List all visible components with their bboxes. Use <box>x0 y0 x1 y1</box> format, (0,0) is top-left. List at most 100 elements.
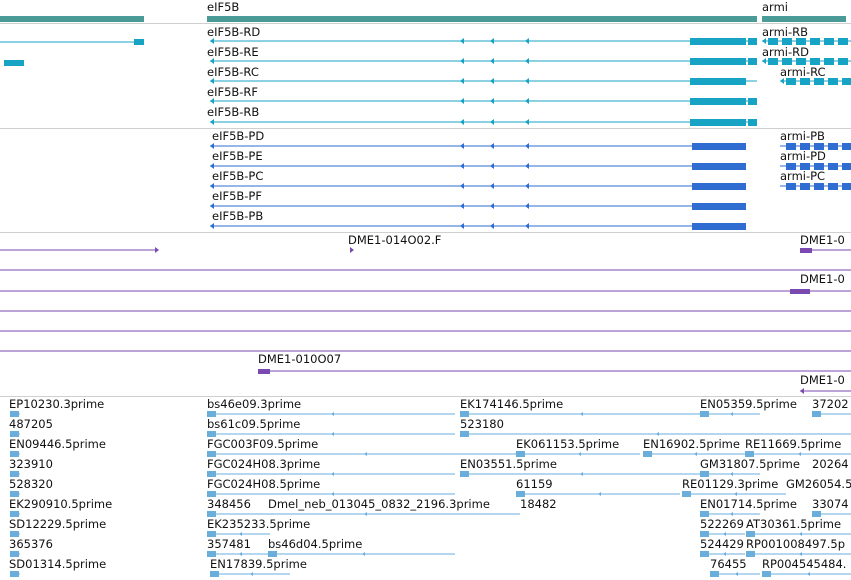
cdna-block[interactable] <box>207 411 216 417</box>
transcript-exon[interactable] <box>690 58 746 65</box>
protein-strand-arrow[interactable] <box>210 183 214 189</box>
cdna-label[interactable]: 37202 <box>812 397 849 411</box>
cdna-block[interactable] <box>10 531 19 537</box>
cdna-label[interactable]: EK235233.5prime <box>207 517 311 531</box>
armi-protein-block[interactable] <box>842 163 851 170</box>
cdna-block[interactable] <box>268 551 277 557</box>
cdna-label[interactable]: EN17839.5prime <box>210 557 307 571</box>
cdna-label[interactable]: FGC024H08.3prime <box>207 457 321 471</box>
cdna-block[interactable] <box>700 511 709 517</box>
armi-transcript-exon[interactable] <box>824 38 834 45</box>
armi-transcript-exon[interactable] <box>814 78 824 85</box>
armi-transcript-exon[interactable] <box>838 38 848 45</box>
cdna-arrow[interactable] <box>239 552 242 556</box>
armi-transcript-exon[interactable] <box>838 58 848 65</box>
transcript-strand-arrow[interactable] <box>525 58 529 64</box>
cdna-label[interactable]: 523180 <box>460 417 504 431</box>
cdna-block[interactable] <box>460 411 469 417</box>
cdna-label[interactable]: 323910 <box>9 457 53 471</box>
transcript-strand-arrow[interactable] <box>490 78 494 84</box>
cdna-arrow[interactable] <box>250 572 253 576</box>
cdna-block[interactable] <box>210 571 219 577</box>
est-block[interactable] <box>790 289 810 294</box>
cdna-arrow[interactable] <box>364 512 367 516</box>
armi-protein-block[interactable] <box>786 163 796 170</box>
gene-label-armi[interactable]: armi <box>762 0 788 14</box>
est-arrow[interactable] <box>350 247 354 253</box>
transcript-strand-arrow[interactable] <box>525 98 529 104</box>
cdna-arrow[interactable] <box>578 452 581 456</box>
cdna-arrow[interactable] <box>723 532 726 536</box>
armi-protein-block[interactable] <box>828 143 838 150</box>
cdna-block[interactable] <box>207 431 216 437</box>
transcript-strand-arrow[interactable] <box>210 78 214 84</box>
cdna-arrow[interactable] <box>735 572 738 576</box>
cdna-label[interactable]: 20264 <box>812 457 849 471</box>
armi-transcript-exon[interactable] <box>828 78 838 85</box>
armi-protein-block[interactable] <box>842 183 851 190</box>
protein-strand-arrow[interactable] <box>490 183 494 189</box>
cdna-block[interactable] <box>762 571 771 577</box>
cdna-arrow[interactable] <box>598 492 601 496</box>
cdna-label[interactable]: EN01714.5prime <box>700 497 797 511</box>
cdna-block[interactable] <box>10 551 19 557</box>
armi-transcript-exon[interactable] <box>796 38 806 45</box>
cdna-label[interactable]: bs61c09.5prime <box>207 417 301 431</box>
protein-label[interactable]: eIF5B-PB <box>212 209 264 223</box>
cdna-label[interactable]: bs46d04.5prime <box>268 537 363 551</box>
cdna-label[interactable]: 487205 <box>9 417 53 431</box>
cdna-label[interactable]: 357481 <box>207 537 251 551</box>
armi-protein-block[interactable] <box>800 183 810 190</box>
protein-label[interactable]: eIF5B-PE <box>212 149 263 163</box>
armi-protein-block[interactable] <box>828 163 838 170</box>
cdna-arrow[interactable] <box>331 492 334 496</box>
cdna-block[interactable] <box>10 511 19 517</box>
cdna-block[interactable] <box>516 491 525 497</box>
cdna-label[interactable]: EP10230.3prime <box>9 397 105 411</box>
cdna-block[interactable] <box>700 531 709 537</box>
transcript-strand-arrow[interactable] <box>460 98 464 104</box>
cdna-block[interactable] <box>700 471 709 477</box>
transcript-strand-arrow[interactable] <box>460 119 464 125</box>
transcript-strand-arrow[interactable] <box>210 98 214 104</box>
cdna-label[interactable]: EK290910.5prime <box>9 497 113 511</box>
cdna-label[interactable]: 61159 <box>516 477 553 491</box>
cdna-label[interactable]: Dmel_neb_013045_0832_2196.3prime <box>268 497 490 511</box>
armi-strand-arrow[interactable] <box>762 58 766 64</box>
transcript-strand-arrow[interactable] <box>525 78 529 84</box>
cdna-label[interactable]: AT30361.5prime <box>746 517 842 531</box>
cdna-block[interactable] <box>746 531 755 537</box>
armi-transcript-exon[interactable] <box>782 38 792 45</box>
gene-glyph[interactable] <box>0 16 144 22</box>
protein-block[interactable] <box>692 163 746 170</box>
cdna-block[interactable] <box>10 411 19 417</box>
protein-label[interactable]: eIF5B-PD <box>212 129 265 143</box>
protein-strand-arrow[interactable] <box>210 203 214 209</box>
cdna-block[interactable] <box>710 571 719 577</box>
armi-transcript-exon[interactable] <box>796 58 806 65</box>
transcript-exon[interactable] <box>748 38 757 45</box>
cdna-arrow[interactable] <box>239 532 242 536</box>
cdna-label[interactable]: EK174146.5prime <box>460 397 564 411</box>
cdna-block[interactable] <box>516 451 525 457</box>
transcript-strand-arrow[interactable] <box>490 98 494 104</box>
transcript-exon[interactable] <box>748 119 757 126</box>
cdna-label[interactable]: EN05359.5prime <box>700 397 797 411</box>
cdna-label[interactable]: RP004545484. <box>762 557 847 571</box>
cdna-block[interactable] <box>207 511 216 517</box>
cdna-arrow[interactable] <box>656 432 659 436</box>
transcript-strand-arrow[interactable] <box>460 78 464 84</box>
cdna-arrow[interactable] <box>331 412 334 416</box>
cdna-block[interactable] <box>10 471 19 477</box>
protein-strand-arrow[interactable] <box>210 163 214 169</box>
cdna-block[interactable] <box>207 551 216 557</box>
cdna-label[interactable]: EN16902.5prime <box>643 437 740 451</box>
armi-transcript-exon[interactable] <box>800 78 810 85</box>
cdna-block[interactable] <box>10 431 19 437</box>
transcript-exon[interactable] <box>690 38 746 45</box>
protein-strand-arrow[interactable] <box>490 163 494 169</box>
armi-strand-arrow[interactable] <box>780 78 784 84</box>
gene-glyph[interactable] <box>207 16 757 22</box>
transcript-exon[interactable] <box>690 119 746 126</box>
armi-protein-block[interactable] <box>814 183 824 190</box>
